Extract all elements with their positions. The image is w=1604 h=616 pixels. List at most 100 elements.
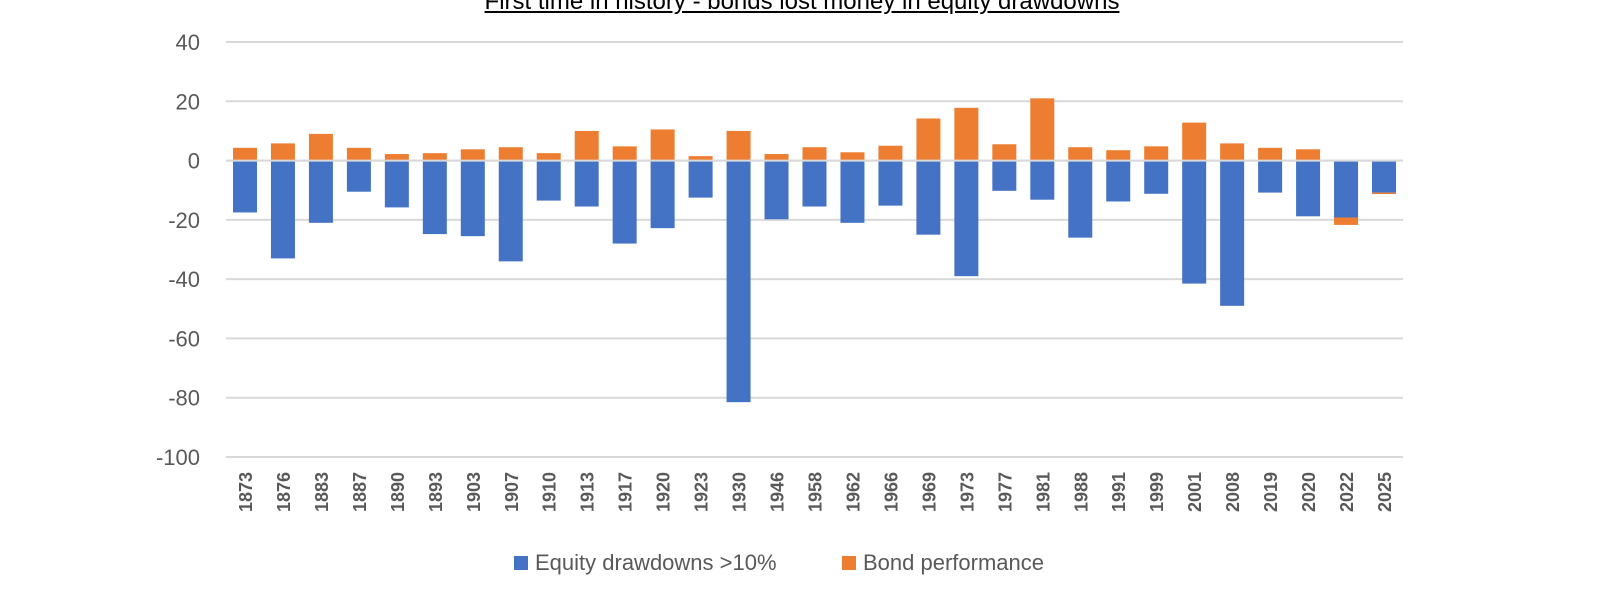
y-tick-label: -20 [168,208,200,233]
x-tick-label: 1917 [616,472,636,512]
y-axis-ticks: 40 20 0 -20 -40 -60 -80 -100 [156,30,200,470]
bar-bond-1930 [726,130,751,161]
bar-bond-2022 [1334,217,1359,225]
bar-equity-1907 [498,160,523,262]
x-tick-label: 1883 [312,472,332,512]
bar-bond-1966 [878,145,903,161]
x-tick-label: 1913 [578,472,598,512]
bar-bond-1917 [612,146,637,161]
x-tick-label: 1946 [768,472,788,512]
bar-bond-2001 [1182,122,1207,161]
bar-bond-1876 [270,143,295,161]
x-tick-label: 1958 [806,472,826,512]
bar-bond-1946 [764,154,789,161]
y-tick-label: 0 [188,149,200,174]
y-tick-label: -80 [168,386,200,411]
bar-bond-1981 [1030,98,1055,161]
x-tick-label: 2008 [1223,472,1243,512]
x-tick-label: 1991 [1109,472,1129,512]
legend-swatch-equity [514,556,528,570]
bar-bond-2019 [1258,147,1283,161]
bar-equity-1876 [270,160,295,259]
y-tick-label: 40 [176,30,200,55]
bar-bond-1873 [232,147,257,161]
bar-equity-1981 [1030,160,1055,200]
y-tick-label: -40 [168,267,200,292]
x-tick-label: 2019 [1261,472,1281,512]
bar-bond-2020 [1296,149,1321,161]
bar-equity-1917 [612,160,637,244]
bar-equity-1873 [232,160,257,213]
x-tick-label: 1973 [957,472,977,512]
legend-swatch-bond [842,556,856,570]
bar-equity-2020 [1296,160,1321,217]
bar-bond-1958 [802,147,827,161]
bar-equity-1958 [802,160,827,207]
legend-label-equity: Equity drawdowns >10% [535,550,777,575]
chart-title: First time in history - bonds lost money… [484,0,1120,15]
bar-equity-1920 [650,160,675,229]
bar-equity-1923 [688,160,713,198]
x-axis-ticks: 1873 1876 1883 1887 1890 1893 1903 1907 1910 1913… [236,472,1395,512]
bar-bond-1999 [1144,146,1169,161]
x-tick-label: 1981 [1033,472,1053,512]
bar-bond-1890 [384,154,409,161]
bar-bond-1883 [308,133,333,161]
bar-equity-1887 [346,160,371,192]
x-tick-label: 1930 [730,472,750,512]
bar-equity-1893 [422,160,447,235]
y-tick-label: -100 [156,445,200,470]
bar-bond-1962 [840,152,865,161]
x-tick-label: 1910 [540,472,560,512]
x-tick-label: 1966 [881,472,901,512]
bar-equity-1999 [1144,160,1169,194]
bar-bond-1913 [574,130,599,161]
x-tick-label: 2022 [1337,472,1357,512]
bar-equity-2019 [1258,160,1283,193]
x-tick-label: 2020 [1299,472,1319,512]
bar-bond-1991 [1106,150,1131,161]
legend: Equity drawdowns >10% Bond performance [514,550,1044,575]
bar-equity-1913 [574,160,599,207]
bar-equity-1991 [1106,160,1131,202]
bar-equity-2025 [1372,160,1397,193]
bar-bond-1910 [536,153,561,161]
bar-bond-1977 [992,144,1017,161]
x-tick-label: 2025 [1375,472,1395,512]
x-tick-label: 1903 [464,472,484,512]
bar-bond-1969 [916,118,941,161]
x-tick-label: 1907 [502,472,522,512]
bar-equity-1962 [840,160,865,223]
bar-bond-1920 [650,129,675,161]
bar-bond-1923 [688,156,713,161]
bar-bond-1887 [346,147,371,161]
x-tick-label: 1890 [388,472,408,512]
bar-equity-1988 [1068,160,1093,238]
bar-bond-1893 [422,153,447,161]
x-tick-label: 1962 [843,472,863,512]
x-tick-label: 2001 [1185,472,1205,512]
bar-bond-1988 [1068,147,1093,161]
bars [226,98,1403,403]
x-tick-label: 1873 [236,472,256,512]
bar-equity-1973 [954,160,979,277]
bar-equity-1966 [878,160,903,206]
bar-equity-1890 [384,160,409,208]
x-tick-label: 1923 [692,472,712,512]
x-tick-label: 1999 [1147,472,1167,512]
legend-label-bond: Bond performance [863,550,1044,575]
bar-bond-2008 [1220,143,1245,161]
x-tick-label: 1887 [350,472,370,512]
x-tick-label: 1988 [1071,472,1091,512]
y-tick-label: -60 [168,326,200,351]
x-tick-label: 1920 [654,472,674,512]
bar-equity-1969 [916,160,941,235]
bar-equity-2001 [1182,160,1207,284]
bar-bond-1973 [954,107,979,161]
bar-equity-2008 [1220,160,1245,306]
x-tick-label: 1876 [274,472,294,512]
x-tick-label: 1893 [426,472,446,512]
bar-equity-1930 [726,160,751,403]
y-tick-label: 20 [176,89,200,114]
